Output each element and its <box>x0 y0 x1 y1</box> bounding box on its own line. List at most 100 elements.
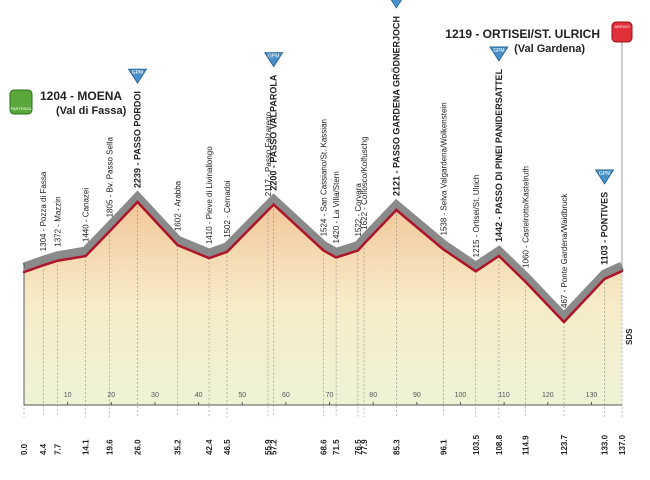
gpm-label: GPM <box>599 171 610 177</box>
waypoint-label: 1410 - Pieve di Livinallongo <box>205 146 214 244</box>
start-label: 1204 - MOENA <box>40 89 122 103</box>
start-region: (Val di Fassa) <box>56 105 127 117</box>
waypoint <box>266 209 270 212</box>
profile-area <box>24 202 622 405</box>
gpm-icon <box>390 0 402 9</box>
km-label: 4.4 <box>39 443 48 455</box>
gpm-icon <box>489 46 509 62</box>
km-label: 68.6 <box>319 439 328 455</box>
gpm-label: GPM <box>268 54 279 60</box>
x-tick-label: 130 <box>586 392 598 399</box>
waypoint-label: 1622 - Colfosco/Kolfuschg <box>360 136 369 229</box>
km-label: 42.4 <box>205 439 214 455</box>
gpm-label: GPM <box>391 0 402 1</box>
km-label: 57.2 <box>270 439 279 455</box>
finish-icon-label: ARRIVO <box>614 24 629 29</box>
waypoint-label: 1805 - Bv. Passo Sella <box>106 136 115 217</box>
waypoint-label: 467 - Ponte Gardena/Waidbruck <box>560 193 569 308</box>
waypoint <box>42 264 45 267</box>
waypoint-label: 2200 - PASSO VALPAROLA <box>269 74 279 191</box>
waypoint-label: 1103 - PONTIVES <box>600 192 610 265</box>
waypoint-label: 2239 - PASSO PORDOI <box>132 91 142 188</box>
x-tick-label: 60 <box>282 392 290 399</box>
x-tick-label: 30 <box>151 392 159 399</box>
waypoint-label: 1538 - Selva Valgardena/Wolkenstein <box>439 102 448 235</box>
km-label: 19.6 <box>106 439 115 455</box>
waypoint <box>136 200 139 204</box>
x-tick-label: 20 <box>107 392 115 399</box>
x-tick-label: 120 <box>542 392 554 399</box>
waypoint <box>207 256 211 260</box>
waypoint <box>84 254 87 258</box>
x-tick-label: 10 <box>64 392 72 399</box>
waypoint-label: 1372 - Mazzin <box>54 196 63 246</box>
x-tick-label: 50 <box>238 392 246 399</box>
waypoint <box>362 242 366 245</box>
waypoint-label: 2117 - Passo Falzarego <box>264 111 273 196</box>
km-label: 35.2 <box>174 439 183 455</box>
km-label: 137.0 <box>618 434 627 455</box>
waypoint-label: 1215 - Ortisei/St. Ulrich <box>472 175 481 258</box>
x-tick-label: 70 <box>326 392 334 399</box>
x-tick-label: 90 <box>413 392 421 399</box>
gpm-label: GPM <box>493 48 504 54</box>
start-icon-label: PARTENZA <box>11 106 32 111</box>
waypoint <box>474 270 477 273</box>
waypoint <box>322 249 325 252</box>
finish-region: (Val Gardena) <box>514 43 585 55</box>
waypoint <box>225 250 229 254</box>
gpm-label: GPM <box>132 70 143 76</box>
waypoint-label: 1304 - Pozza di Fassa <box>39 171 48 251</box>
km-label: 14.1 <box>82 439 91 455</box>
x-tick-label: 110 <box>499 392 510 399</box>
waypoint-label: 1442 - PASSO DI PINEI PANIDERSATTEL <box>494 68 504 242</box>
sds-label: SDS <box>625 328 634 345</box>
waypoint-label: 1522 - Corvara <box>354 183 363 237</box>
gpm-icon <box>263 52 284 68</box>
km-label: 96.1 <box>439 439 448 455</box>
waypoint <box>524 280 527 284</box>
waypoint <box>442 248 445 251</box>
waypoint <box>497 254 501 258</box>
waypoint-label: 1440 - Canazei <box>82 188 91 242</box>
gpm-icon <box>127 68 148 84</box>
waypoint-label: 2121 - PASSO GARDENA GRÖDNERJOCH <box>391 16 401 196</box>
km-label: 114.9 <box>522 435 531 455</box>
waypoint <box>108 230 111 233</box>
waypoint <box>334 256 338 259</box>
x-tick-label: 40 <box>195 392 203 399</box>
profile-edge <box>22 190 624 324</box>
km-label: 133.0 <box>601 434 610 455</box>
waypoint-label: 1524 - San Cassiano/St. Kassian <box>319 119 328 236</box>
km-label: 85.3 <box>392 439 401 455</box>
waypoint <box>395 208 398 212</box>
km-label: 108.8 <box>495 434 504 455</box>
km-label: 55.9 <box>264 439 273 455</box>
finish-label: 1219 - ORTISEI/ST. ULRICH <box>445 27 600 41</box>
waypoint-label: 1060 - Castelrotto/Kastelruth <box>522 166 531 268</box>
waypoint-label: 1420 - La Villa/Stern <box>332 171 341 243</box>
waypoint <box>603 277 606 281</box>
km-label: 71.5 <box>332 439 341 455</box>
x-tick-label: 100 <box>455 392 467 399</box>
x-tick-label: 80 <box>369 392 377 399</box>
km-label: 77.9 <box>360 439 369 455</box>
km-label: 123.7 <box>560 434 569 455</box>
waypoint <box>22 270 26 274</box>
km-label: 0.0 <box>20 443 29 455</box>
waypoint <box>272 203 275 206</box>
start-icon <box>9 89 33 115</box>
waypoint <box>562 320 566 324</box>
waypoint <box>356 249 360 252</box>
km-label: 76.5 <box>354 439 363 455</box>
waypoint-label: 1502 - Cernadoi <box>223 180 232 238</box>
km-label: 7.7 <box>54 443 63 455</box>
gpm-icon <box>594 169 615 185</box>
km-label: 46.5 <box>223 439 232 455</box>
waypoint <box>176 243 179 247</box>
km-label: 103.5 <box>472 434 481 455</box>
km-label: 26.0 <box>133 439 142 455</box>
waypoint <box>56 259 59 262</box>
